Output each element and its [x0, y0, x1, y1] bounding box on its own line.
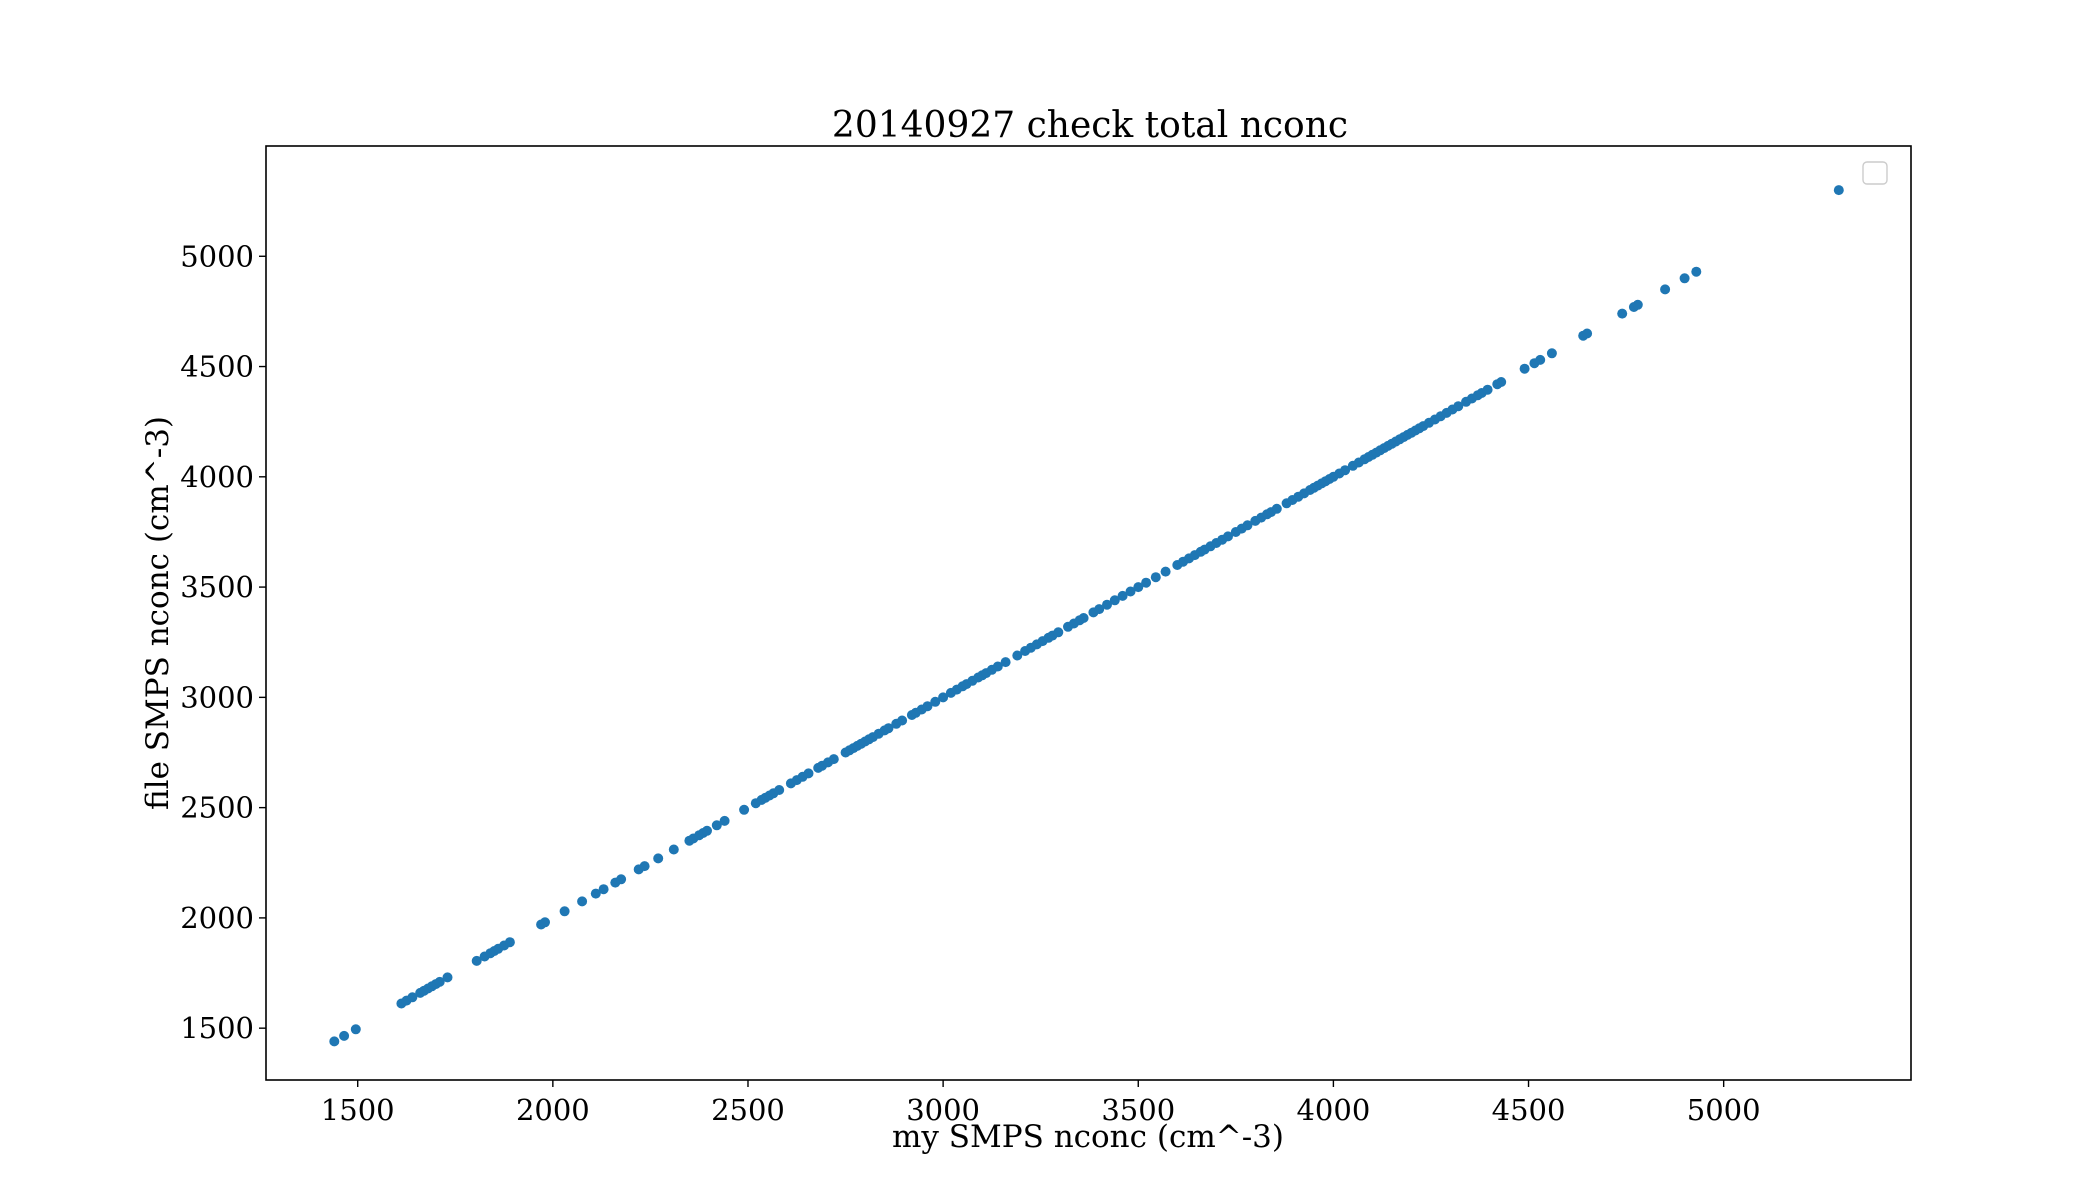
data-point — [828, 754, 839, 765]
data-point — [1271, 503, 1282, 514]
y-tick-label: 3500 — [180, 570, 254, 604]
data-point — [1012, 650, 1023, 661]
data-point — [1242, 520, 1253, 531]
data-point — [1340, 465, 1351, 476]
data-point — [653, 853, 664, 864]
data-point — [930, 696, 941, 707]
y-tick-label: 3000 — [180, 680, 254, 714]
data-point — [1482, 384, 1493, 395]
data-point — [1546, 348, 1557, 359]
data-point — [938, 692, 949, 703]
data-point — [1102, 599, 1112, 610]
data-point — [739, 804, 750, 815]
y-tick-label: 2500 — [180, 791, 254, 825]
x-tick-label: 2000 — [516, 1093, 590, 1127]
data-point — [1453, 401, 1464, 412]
data-points — [329, 185, 1844, 1047]
x-tick-label: 1500 — [321, 1093, 395, 1127]
data-point — [774, 785, 785, 795]
data-point — [803, 768, 814, 779]
data-point — [1582, 328, 1593, 339]
data-point — [1691, 266, 1702, 277]
x-axis-ticks: 1500 2000 2500 3000 3500 4000 4500 5000 — [321, 1080, 1761, 1127]
data-point — [598, 884, 609, 895]
data-point — [1519, 363, 1530, 374]
data-point — [1141, 577, 1152, 588]
data-point — [702, 825, 712, 836]
data-point — [1078, 613, 1089, 623]
x-tick-label: 4500 — [1492, 1093, 1566, 1127]
data-point — [1160, 566, 1171, 577]
data-point — [1679, 273, 1690, 284]
plot-frame — [265, 145, 1912, 1081]
data-point — [1223, 531, 1233, 542]
data-point — [434, 976, 445, 987]
data-point — [559, 906, 570, 917]
data-point — [540, 917, 550, 928]
x-tick-label: 3000 — [906, 1093, 980, 1127]
data-point — [668, 844, 679, 855]
data-point — [719, 815, 730, 826]
data-point — [711, 820, 722, 831]
data-point — [1632, 299, 1643, 310]
y-tick-label: 4000 — [180, 460, 254, 494]
data-point — [1617, 308, 1628, 319]
data-point — [1535, 354, 1546, 365]
data-point — [883, 723, 894, 734]
y-axis-ticks: 1500 2000 2500 3000 3500 4000 4500 5000 — [180, 239, 266, 1045]
data-point — [1125, 586, 1136, 597]
data-point — [442, 972, 453, 983]
data-point — [1094, 604, 1105, 615]
data-point — [1660, 284, 1671, 295]
y-tick-label: 1500 — [180, 1011, 254, 1045]
x-tick-label: 5000 — [1687, 1093, 1761, 1127]
data-point — [329, 1036, 340, 1047]
y-tick-label: 2000 — [180, 901, 254, 935]
data-point — [639, 861, 650, 872]
data-point — [1053, 627, 1064, 638]
data-point — [350, 1024, 361, 1035]
data-point — [1496, 377, 1507, 387]
chart-title: 20140927 check total nconc — [832, 105, 1348, 146]
data-point — [992, 661, 1003, 672]
data-point — [897, 715, 908, 726]
data-point — [407, 992, 418, 1003]
data-point — [590, 888, 601, 899]
data-point — [471, 955, 482, 966]
y-tick-label: 5000 — [180, 239, 254, 273]
data-point — [1133, 582, 1144, 593]
data-point — [1000, 657, 1011, 668]
data-point — [1833, 185, 1844, 196]
x-tick-label: 3500 — [1101, 1093, 1175, 1127]
legend-box — [1862, 161, 1888, 185]
x-tick-label: 2500 — [711, 1093, 785, 1127]
x-axis-label: my SMPS nconc (cm^-3) — [892, 1119, 1284, 1155]
data-point — [1109, 595, 1120, 606]
y-tick-label: 4500 — [180, 350, 254, 384]
data-point — [339, 1030, 350, 1041]
y-axis-label: file SMPS nconc (cm^-3) — [140, 416, 176, 810]
data-point — [577, 896, 588, 907]
data-point — [504, 937, 515, 948]
data-point — [922, 701, 933, 712]
data-point — [616, 874, 627, 885]
x-tick-label: 4000 — [1296, 1093, 1370, 1127]
data-point — [1117, 590, 1128, 601]
data-point — [1150, 572, 1161, 583]
